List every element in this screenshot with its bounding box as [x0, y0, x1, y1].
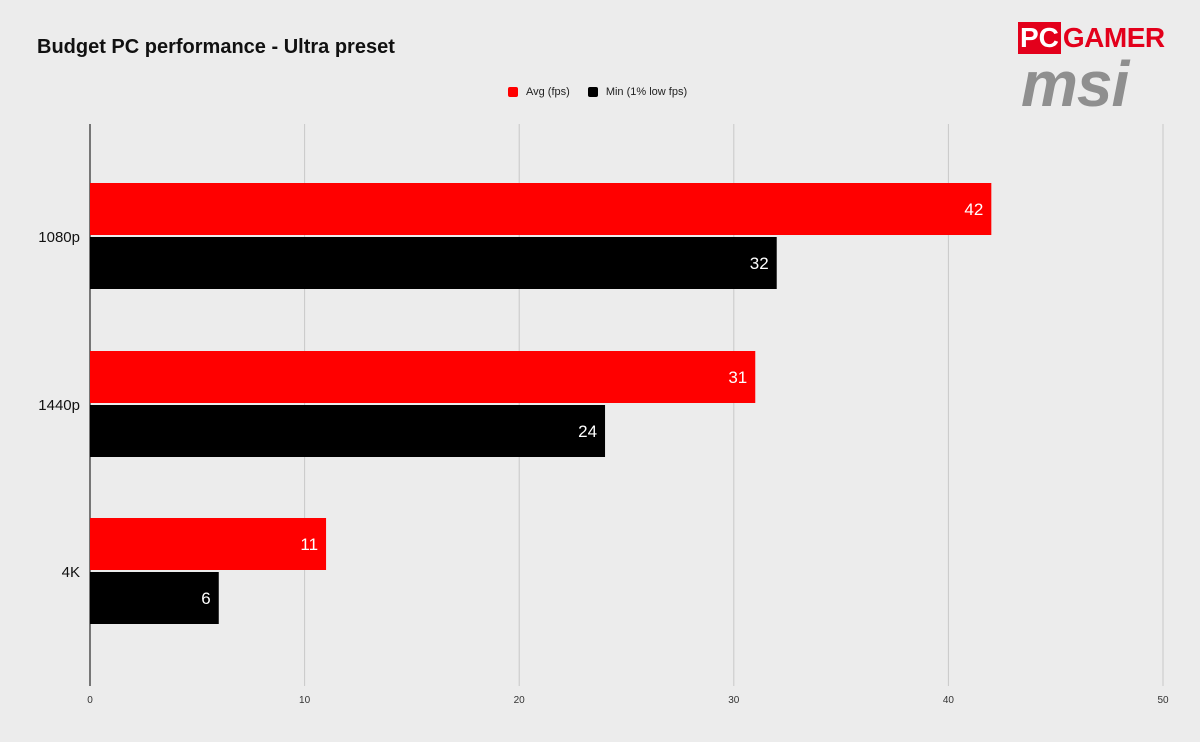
x-tick-label-10: 10 [299, 695, 311, 706]
pcgamer-logo-gamer: GAMER [1062, 22, 1165, 53]
data-label-min-4K: 6 [201, 589, 210, 608]
msi-logo: msi [1021, 48, 1129, 120]
pcgamer-logo: PC GAMER [1018, 22, 1165, 54]
legend-swatch-min [587, 87, 598, 97]
x-tick-label-40: 40 [943, 695, 955, 706]
data-label-avg-1440p: 31 [728, 368, 747, 387]
bar-min-4K [90, 572, 219, 624]
x-tick-label-30: 30 [728, 695, 740, 706]
data-label-avg-4K: 11 [300, 535, 318, 554]
legend: Avg (fps) Min (1% low fps) [508, 85, 705, 99]
pcgamer-logo-pc: PC [1018, 22, 1061, 54]
category-label-4K: 4K [62, 564, 80, 581]
x-tick-label-50: 50 [1157, 695, 1169, 706]
bar-avg-4K [90, 518, 327, 570]
legend-item-min: Min (1% low fps) [587, 86, 688, 98]
bar-min-1440p [90, 405, 606, 457]
legend-item-avg: Avg (fps) [508, 86, 570, 98]
x-tick-label-20: 20 [514, 695, 526, 706]
bar-avg-1080p [90, 183, 992, 235]
legend-label-min: Min (1% low fps) [605, 86, 688, 98]
category-label-1080p: 1080p [38, 229, 80, 246]
x-tick-label-0: 0 [87, 695, 93, 706]
data-label-min-1080p: 32 [750, 254, 769, 273]
brand-logos: PC GAMER msi [1018, 22, 1183, 116]
bar-min-1080p [90, 237, 777, 289]
category-label-1440p: 1440p [38, 397, 80, 414]
chart-title: Budget PC performance - Ultra preset [37, 36, 395, 58]
data-label-avg-1080p: 42 [964, 200, 983, 219]
legend-swatch-avg [508, 87, 518, 97]
bar-avg-1440p [90, 351, 756, 403]
data-label-min-1440p: 24 [578, 422, 597, 441]
legend-label-avg: Avg (fps) [526, 86, 570, 98]
